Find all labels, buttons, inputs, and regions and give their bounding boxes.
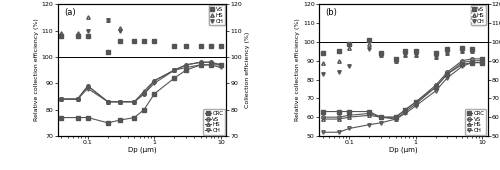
Text: (a): (a) — [64, 8, 76, 17]
Y-axis label: Collection efficiency (%): Collection efficiency (%) — [245, 32, 250, 108]
Y-axis label: Relative collection efficiency (%): Relative collection efficiency (%) — [34, 19, 39, 122]
Y-axis label: Relative collection efficiency (%): Relative collection efficiency (%) — [295, 19, 300, 122]
X-axis label: Dp (μm): Dp (μm) — [128, 147, 156, 153]
Legend: VS, HS, CH: VS, HS, CH — [210, 5, 225, 25]
Legend: VS, HS, CH: VS, HS, CH — [470, 5, 486, 25]
X-axis label: Dp (μm): Dp (μm) — [389, 147, 418, 153]
Legend: CRC, VS, HS, CH: CRC, VS, HS, CH — [465, 109, 486, 135]
Legend: CRC, VS, HS, CH: CRC, VS, HS, CH — [204, 109, 225, 135]
Text: (b): (b) — [326, 8, 338, 17]
